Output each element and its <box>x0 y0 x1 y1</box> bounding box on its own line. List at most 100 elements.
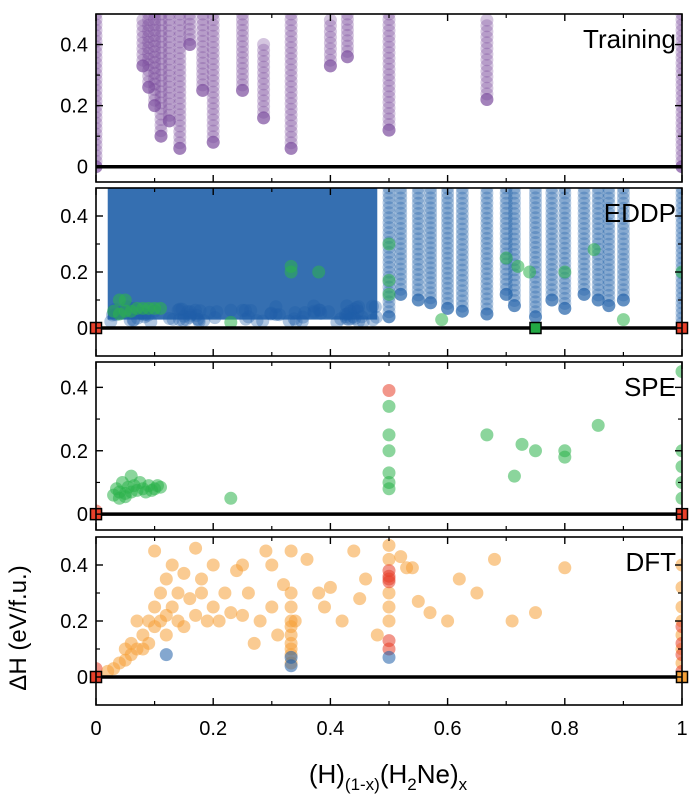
data-point <box>148 23 162 37</box>
data-point <box>529 196 542 210</box>
data-point <box>558 206 572 220</box>
chart-panels: 0 0.2 0.4 Training 0 0.2 0.4 EDDP 0 0.2 0.4 SPE 0 0.2… <box>60 13 689 740</box>
data-point <box>269 300 283 314</box>
data-point <box>181 305 195 319</box>
data-point <box>323 36 337 50</box>
data-point <box>545 188 559 200</box>
data-point <box>507 191 521 205</box>
data-point <box>236 73 249 86</box>
data-point <box>480 247 494 260</box>
data-point <box>394 206 408 220</box>
data-point <box>96 116 103 130</box>
data-point <box>545 196 559 210</box>
data-point <box>577 237 591 251</box>
data-point <box>176 314 190 327</box>
data-point <box>257 49 271 63</box>
data-point <box>154 129 168 143</box>
data-point <box>675 460 682 474</box>
data-point <box>191 312 204 326</box>
data-point <box>675 216 682 230</box>
data-point <box>382 188 396 200</box>
y-axis-label: ΔH (eV/f.u.) <box>5 565 32 690</box>
data-point <box>257 100 271 114</box>
data-point <box>545 237 559 251</box>
data-point <box>675 138 682 152</box>
data-point <box>499 267 513 281</box>
data-point <box>507 207 521 221</box>
data-point <box>602 207 616 221</box>
data-point <box>96 56 103 70</box>
data-point <box>602 202 616 215</box>
data-point <box>183 592 197 606</box>
data-point <box>300 552 314 566</box>
data-point <box>295 315 309 329</box>
data-point <box>507 188 521 195</box>
data-point <box>591 188 605 195</box>
data-point <box>480 201 494 215</box>
data-point <box>206 600 220 614</box>
data-point <box>173 80 187 94</box>
data-point <box>545 293 559 307</box>
data-point <box>675 100 682 114</box>
data-point <box>507 227 521 241</box>
data-point <box>529 216 542 230</box>
data-point <box>148 18 162 32</box>
data-point <box>616 196 630 210</box>
data-point <box>577 188 591 200</box>
panel-label: EDDP <box>604 198 676 228</box>
data-point <box>675 127 682 141</box>
y-tick-label: 0.2 <box>60 441 88 463</box>
data-point <box>675 40 682 54</box>
data-point <box>529 280 542 294</box>
data-point <box>675 78 682 92</box>
y-tick-label: 0 <box>77 504 88 526</box>
data-point <box>499 191 513 205</box>
data-point <box>480 188 494 195</box>
data-point <box>602 253 616 267</box>
data-point <box>162 69 176 83</box>
data-point <box>480 216 494 230</box>
data-point <box>142 18 156 32</box>
data-point <box>499 201 513 215</box>
data-point <box>382 575 396 589</box>
data-point <box>499 242 513 256</box>
data-point <box>154 74 168 88</box>
data-point <box>411 227 425 241</box>
data-point <box>136 59 150 73</box>
data-point <box>545 191 559 205</box>
data-point <box>196 73 210 86</box>
data-point <box>196 23 210 37</box>
data-point <box>159 572 173 586</box>
chart-panel: 0 0.2 0.4 Training <box>60 13 683 183</box>
panel-label: Training <box>583 24 676 54</box>
data-point <box>675 149 682 163</box>
data-point <box>284 544 298 558</box>
data-point <box>602 278 616 292</box>
data-point <box>136 30 150 44</box>
data-point <box>441 614 455 628</box>
data-point <box>340 299 354 313</box>
data-point <box>162 52 176 66</box>
data-point <box>206 63 220 77</box>
data-point <box>148 72 162 86</box>
data-point <box>507 237 521 251</box>
data-point <box>269 308 283 322</box>
data-point <box>154 29 168 43</box>
data-point <box>523 265 537 279</box>
data-point <box>675 143 682 157</box>
data-point <box>480 36 494 50</box>
data-point <box>499 211 513 225</box>
data-point <box>148 29 162 43</box>
data-point <box>470 586 484 600</box>
data-point <box>507 222 521 236</box>
data-point <box>675 600 682 614</box>
data-point <box>411 237 425 251</box>
data-point <box>136 14 150 27</box>
data-point <box>616 188 630 200</box>
y-tick-label: 0 <box>77 667 88 689</box>
data-point <box>529 191 542 205</box>
data-point <box>602 232 616 246</box>
data-point <box>136 19 150 33</box>
data-point <box>284 108 298 122</box>
data-point <box>602 222 616 236</box>
